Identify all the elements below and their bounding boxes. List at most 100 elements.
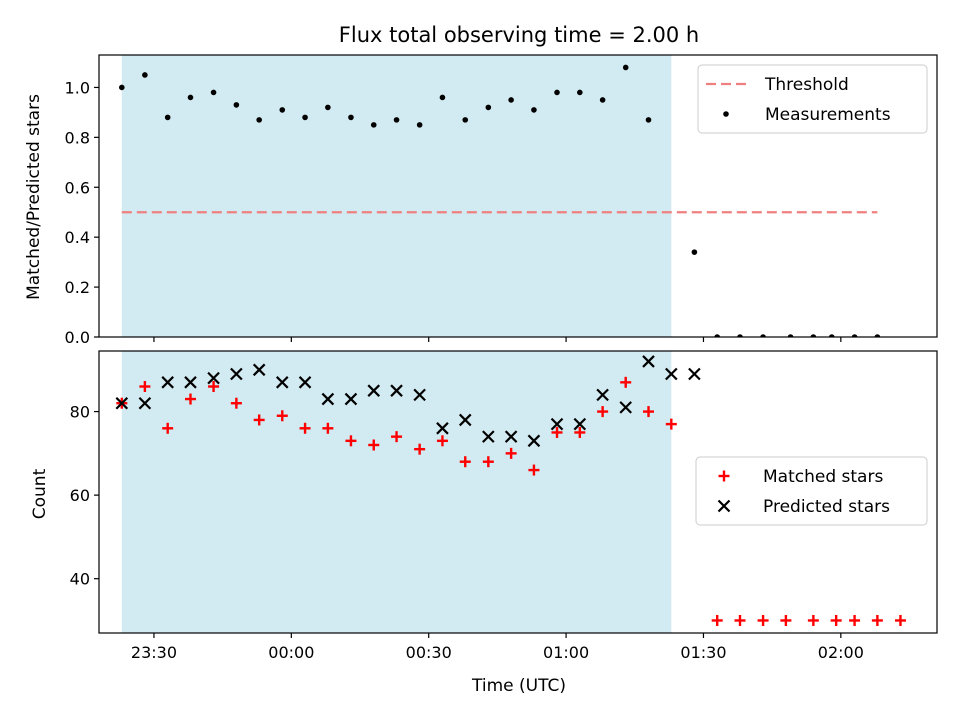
observing-window-shading (121, 55, 672, 337)
matched-star-point (482, 456, 494, 468)
top-panel: 0.0 0.2 0.4 0.6 0.8 1.0 Threshold Measurements (65, 54, 938, 347)
matched-star-point (345, 435, 357, 447)
measurement-point (851, 334, 858, 337)
measurement-point (714, 334, 720, 337)
matched-star-point (620, 376, 632, 388)
predicted-star-point (550, 417, 564, 431)
measurement-point (874, 334, 881, 337)
x-b (573, 417, 587, 431)
x-b (230, 367, 243, 381)
matched-star-point (230, 397, 242, 409)
y-tick-label: 0.0 (65, 328, 90, 347)
predicted-star-point (573, 417, 587, 431)
predicted-star-point (413, 388, 426, 402)
x-b (688, 367, 701, 381)
predicted-star-point (321, 392, 335, 406)
predicted-star-point (298, 376, 312, 389)
plot-area (115, 355, 906, 626)
x-b (717, 499, 731, 513)
x-b (642, 355, 655, 368)
axes-frame (98, 350, 938, 634)
predicted-star-point (596, 388, 609, 402)
matched-star-point (322, 422, 334, 434)
matched-star-point (757, 614, 769, 626)
measurement-point (142, 72, 148, 78)
matched-star-point (184, 393, 196, 405)
x-b (138, 396, 152, 410)
x-b (115, 396, 129, 410)
matched-star-point (276, 410, 288, 422)
predicted-star-point (688, 367, 701, 381)
legend-label: Matched stars (763, 467, 883, 487)
plot-area (119, 64, 881, 337)
legend: Matched stars Predicted stars (695, 456, 928, 526)
predicted-star-point (436, 422, 449, 435)
matched-star-point (734, 614, 746, 626)
y-tick-label: 1.0 (65, 78, 90, 97)
matched-star-point (665, 418, 677, 430)
predicted-star-point (367, 384, 381, 397)
measurement-point (233, 102, 240, 108)
x-b (161, 376, 174, 389)
predicted-star-point (390, 384, 403, 397)
x-b (482, 430, 495, 443)
x-b (665, 367, 678, 381)
measurement-point (439, 94, 446, 101)
measurement-point (787, 334, 794, 337)
matched-star-point (414, 443, 426, 455)
measurement-point (577, 89, 583, 96)
measurement-point (554, 89, 560, 96)
x-b (252, 363, 266, 377)
bottom-panel: 40 60 80 23:30 00:00 00:30 01:00 01:30 02:00 Matc… (70, 350, 938, 662)
matched-star-point (253, 414, 265, 426)
matched-star-point (711, 614, 723, 626)
legend-predicted-swatch (717, 499, 731, 513)
x-b (298, 376, 312, 389)
predicted-star-point (642, 355, 655, 368)
measurement-point (119, 84, 125, 91)
measurement-point (348, 114, 354, 121)
predicted-star-point (527, 434, 541, 448)
x-b (619, 401, 632, 414)
matched-star-point (391, 431, 403, 443)
predicted-star-point (230, 367, 243, 381)
x-b (275, 376, 289, 389)
x-tick-label: 00:30 (406, 643, 452, 662)
matched-star-point (574, 426, 586, 438)
measurement-point (302, 114, 308, 121)
x-b (436, 422, 449, 435)
matched-star-point (528, 464, 540, 476)
top-y-axis-label: Matched/Predicted stars (24, 94, 44, 300)
measurement-point (462, 117, 469, 123)
x-b (458, 413, 472, 427)
matched-star-point (807, 614, 819, 626)
axes-frame (98, 54, 938, 338)
predicted-star-point (458, 413, 472, 427)
predicted-star-point (619, 401, 632, 414)
x-tick-label: 23:30 (131, 643, 177, 662)
legend-label: Threshold (764, 75, 849, 95)
predicted-star-point (504, 430, 518, 443)
observing-window-shading (121, 351, 672, 633)
measurement-point (622, 64, 629, 71)
x-b (390, 384, 403, 397)
matched-star-point (597, 406, 609, 418)
x-b (321, 392, 335, 406)
legend-box (695, 456, 928, 526)
predicted-star-point (161, 376, 174, 389)
x-b (527, 434, 541, 448)
matched-star-point (368, 439, 380, 451)
measurement-point (279, 107, 286, 113)
legend-measurement-swatch (723, 111, 729, 117)
measurement-point (164, 114, 171, 121)
predicted-star-point (275, 376, 289, 389)
matched-star-point (139, 381, 151, 393)
x-b (596, 388, 609, 402)
matched-star-point (830, 614, 842, 626)
y-tick-label: 0.2 (65, 278, 90, 297)
legend-matched-swatch (718, 470, 730, 482)
measurement-point (599, 97, 606, 103)
matched-star-point (894, 614, 906, 626)
chart-title: Flux total observing time = 2.00 h (339, 23, 699, 47)
